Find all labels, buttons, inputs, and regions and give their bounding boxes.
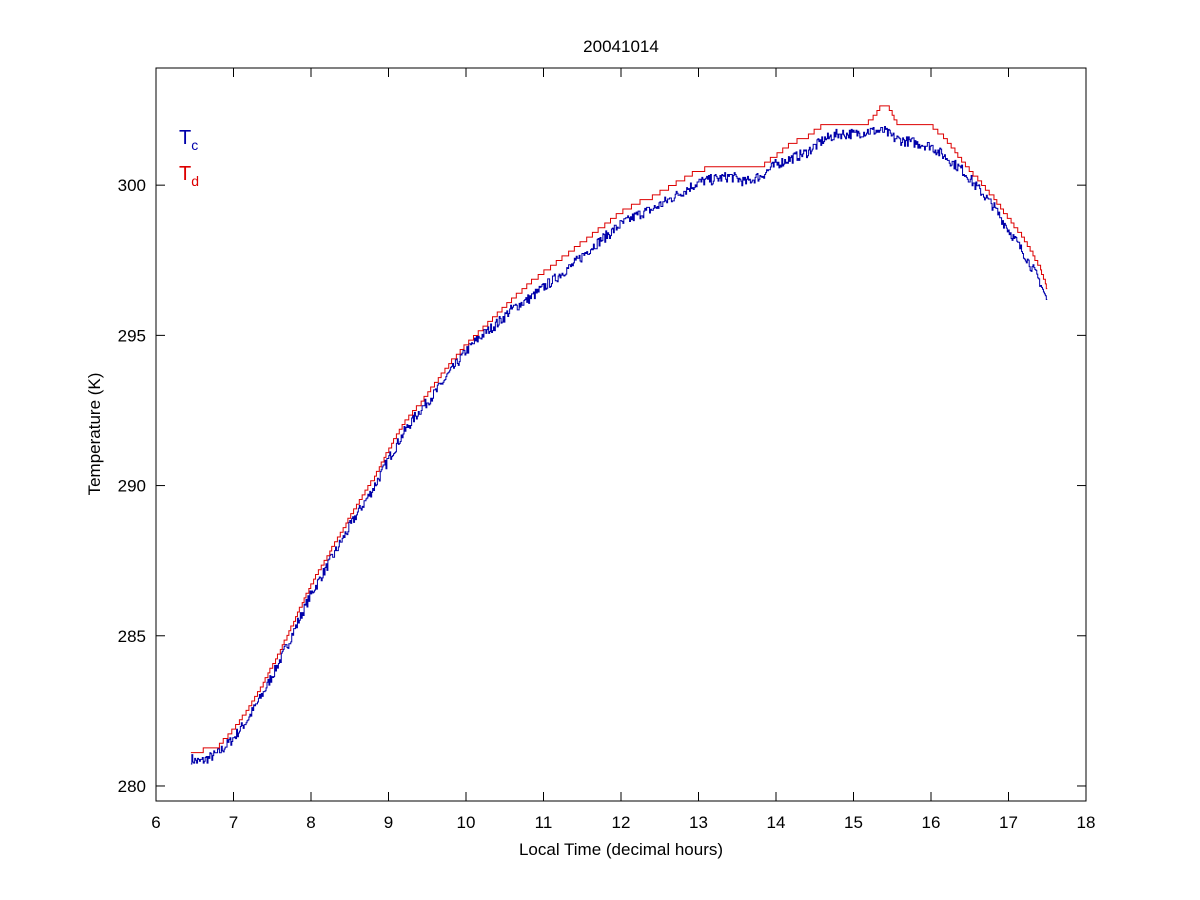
x-tick-label: 12 bbox=[612, 813, 631, 832]
legend-td-base: T bbox=[179, 163, 191, 185]
legend-tc-sub: c bbox=[191, 137, 198, 153]
x-tick-label: 14 bbox=[767, 813, 786, 832]
chart-title: 20041014 bbox=[583, 37, 659, 56]
y-tick-label: 280 bbox=[118, 777, 146, 796]
x-tick-label: 15 bbox=[844, 813, 863, 832]
y-tick-label: 290 bbox=[118, 477, 146, 496]
x-axis-label: Local Time (decimal hours) bbox=[519, 840, 723, 859]
x-tick-label: 6 bbox=[151, 813, 160, 832]
legend-entry-td: Td bbox=[179, 163, 199, 189]
axis-ticks: 6 7 8 9 10 11 12 13 14 15 16 17 18 280 285 290 295 300 bbox=[118, 68, 1096, 832]
legend-td-sub: d bbox=[191, 173, 199, 189]
legend-tc-base: T bbox=[179, 127, 191, 149]
x-tick-label: 13 bbox=[689, 813, 708, 832]
series-layer bbox=[190, 105, 1048, 765]
legend: Tc Td bbox=[179, 127, 199, 189]
x-tick-label: 18 bbox=[1077, 813, 1096, 832]
plot-area bbox=[156, 68, 1086, 801]
x-tick-label: 11 bbox=[535, 813, 553, 832]
x-tick-label: 9 bbox=[384, 813, 393, 832]
legend-entry-tc: Tc bbox=[179, 127, 198, 153]
x-tick-label: 16 bbox=[922, 813, 941, 832]
x-tick-label: 10 bbox=[457, 813, 476, 832]
x-tick-label: 7 bbox=[229, 813, 238, 832]
series-line-td bbox=[190, 105, 1048, 754]
x-tick-label: 8 bbox=[306, 813, 315, 832]
x-tick-label: 17 bbox=[999, 813, 1018, 832]
y-tick-label: 300 bbox=[118, 176, 146, 195]
y-tick-label: 295 bbox=[118, 326, 146, 345]
y-axis-label: Temperature (K) bbox=[85, 373, 104, 496]
y-tick-label: 285 bbox=[118, 627, 146, 646]
axes-frame bbox=[155, 67, 1087, 802]
series-line-tc bbox=[190, 126, 1048, 765]
